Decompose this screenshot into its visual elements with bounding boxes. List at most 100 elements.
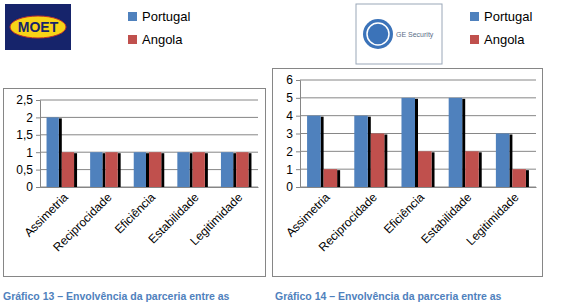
tick-mark bbox=[36, 117, 40, 118]
tick-label: 0,5 bbox=[16, 163, 33, 177]
axis-line bbox=[301, 187, 537, 188]
bar-shadow bbox=[462, 99, 465, 187]
tick: 1 bbox=[26, 146, 40, 160]
tick: 1 bbox=[286, 163, 300, 177]
bar-shadow bbox=[161, 153, 164, 187]
bars bbox=[47, 117, 252, 187]
tick-label: 3 bbox=[286, 127, 293, 141]
bar bbox=[401, 98, 415, 187]
grid-line bbox=[40, 134, 258, 135]
chart-frame bbox=[4, 89, 266, 277]
y-axis: 0 0,5 1 1,5 2 2,5 bbox=[16, 93, 40, 194]
bar-shadow bbox=[384, 135, 387, 188]
tick-mark bbox=[36, 135, 40, 136]
tick-label: 1,5 bbox=[16, 128, 33, 142]
tick: 4 bbox=[286, 109, 300, 123]
caption: Gráfico 14 – Envolvência da parceria ent… bbox=[275, 290, 502, 302]
tick: 3 bbox=[286, 127, 300, 141]
logo-background bbox=[5, 4, 71, 50]
bar-shadow bbox=[233, 153, 236, 187]
tick-label: 0 bbox=[286, 180, 293, 194]
tick: 0 bbox=[26, 180, 40, 194]
tick: Assimetria bbox=[283, 190, 333, 240]
tick: Legitimidade bbox=[187, 190, 245, 248]
tick-label: 2,5 bbox=[16, 93, 33, 107]
tick-label: 6 bbox=[286, 73, 293, 87]
x-axis: AssimetriaReciprocidadeEficiênciaEstabil… bbox=[283, 188, 536, 255]
bar bbox=[449, 98, 463, 187]
tick-label: Reciprocidade bbox=[316, 190, 380, 254]
bar-shadow bbox=[321, 117, 324, 187]
bar bbox=[324, 169, 338, 187]
tick-mark bbox=[296, 80, 300, 81]
bar-shadow bbox=[368, 117, 371, 187]
tick-mark bbox=[296, 187, 300, 188]
chart: GE SecurityPortugalAngola0123456Assimetr… bbox=[273, 4, 543, 302]
tick-mark bbox=[36, 170, 40, 171]
grid-line bbox=[300, 80, 536, 81]
bar-shadow bbox=[74, 153, 77, 187]
axis-line bbox=[41, 187, 259, 188]
tick: Reciprocidade bbox=[50, 190, 114, 254]
bar bbox=[62, 152, 74, 187]
legend-label: Portugal bbox=[484, 9, 533, 24]
bar-shadow bbox=[432, 152, 435, 187]
tick-label: 5 bbox=[286, 91, 293, 105]
bars bbox=[307, 98, 529, 187]
bar-shadow bbox=[190, 153, 193, 187]
grid-line bbox=[300, 97, 536, 98]
bar-shadow bbox=[248, 153, 251, 187]
tick-label: Legitimidade bbox=[187, 190, 245, 248]
grid-line bbox=[40, 100, 258, 101]
bar-shadow bbox=[509, 135, 512, 188]
caption: Gráfico 13 – Envolvência da parceria ent… bbox=[3, 290, 230, 302]
tick: 6 bbox=[286, 73, 300, 87]
tick-mark bbox=[36, 187, 40, 188]
legend-swatch bbox=[470, 35, 479, 44]
bar bbox=[193, 152, 205, 187]
tick-label: Assimetria bbox=[283, 190, 333, 240]
chart: MOETPortugalAngola00,511,522,5Assimetria… bbox=[3, 4, 266, 302]
tick-mark bbox=[296, 134, 300, 135]
tick-mark bbox=[296, 169, 300, 170]
tick: Legitimidade bbox=[463, 190, 521, 248]
bar bbox=[512, 169, 526, 187]
tick-mark bbox=[36, 100, 40, 101]
bar bbox=[105, 152, 117, 187]
legend-swatch bbox=[128, 12, 137, 21]
tick: Reciprocidade bbox=[316, 190, 380, 254]
bar-shadow bbox=[102, 153, 105, 187]
tick: 2 bbox=[286, 145, 300, 159]
bar bbox=[47, 117, 59, 187]
y-axis: 0 1 2 3 4 5 6 bbox=[286, 73, 300, 194]
bar bbox=[496, 134, 510, 188]
grid bbox=[300, 80, 536, 187]
tick: 2 bbox=[26, 111, 40, 125]
bar bbox=[371, 134, 385, 188]
figure: MOETPortugalAngola00,511,522,5Assimetria… bbox=[0, 0, 571, 307]
tick: 1,5 bbox=[16, 128, 40, 142]
tick: 0 bbox=[286, 180, 300, 194]
chart-frame bbox=[273, 69, 543, 277]
bar-shadow bbox=[59, 118, 62, 187]
legend-swatch bbox=[470, 12, 479, 21]
tick-label: 2 bbox=[26, 111, 33, 125]
tick-mark bbox=[36, 152, 40, 153]
tick-label: 1 bbox=[26, 146, 33, 160]
tick-label: Eficiência bbox=[381, 190, 427, 236]
axis-line bbox=[36, 101, 41, 188]
logo-text: MOET bbox=[18, 19, 59, 35]
grid-line bbox=[40, 117, 258, 118]
bar bbox=[418, 151, 432, 187]
legend-label: Portugal bbox=[142, 9, 191, 24]
bar-shadow bbox=[146, 153, 149, 187]
bar-shadow bbox=[415, 99, 418, 187]
legend: PortugalAngola bbox=[128, 9, 191, 47]
tick: 5 bbox=[286, 91, 300, 105]
tick: Eficiência bbox=[381, 190, 427, 236]
bar bbox=[465, 151, 479, 187]
legend-label: Angola bbox=[484, 32, 525, 47]
tick-mark bbox=[296, 98, 300, 99]
bar bbox=[236, 152, 248, 187]
bar-shadow bbox=[479, 152, 482, 187]
